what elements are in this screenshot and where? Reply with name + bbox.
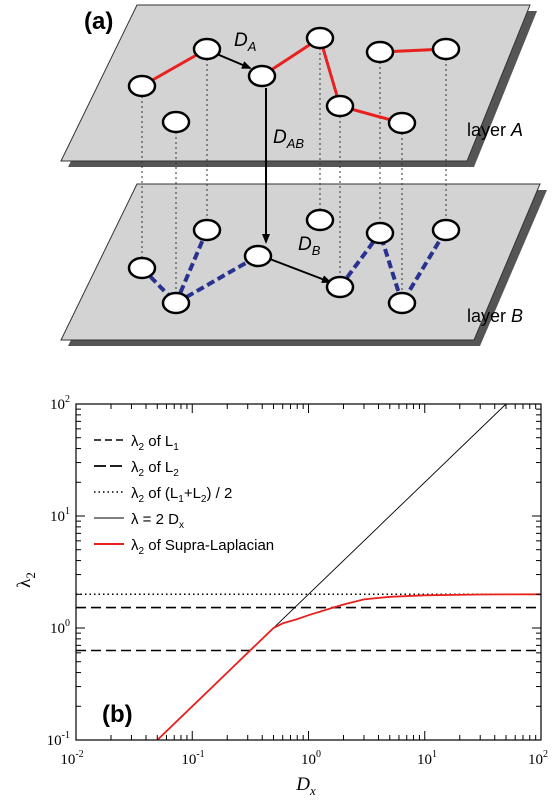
node — [161, 291, 191, 315]
legend-label-l2: λ2 of L2 — [131, 459, 179, 479]
y-tick-label: 10-1 — [47, 730, 70, 749]
panel-b-label: (b) — [102, 701, 133, 728]
arrow-db — [261, 255, 332, 283]
legend-label-supra: λ2 of Supra-Laplacian — [131, 537, 274, 557]
layer-b-edges-3 — [338, 228, 448, 308]
x-tick-label: 101 — [417, 749, 437, 768]
panel-a-label: (a) — [84, 8, 113, 35]
layer-b-label: layer B — [467, 306, 523, 326]
layer-a-nodes — [127, 26, 461, 135]
y-tick-label: 100 — [50, 618, 70, 637]
legend: λ2 of L1 λ2 of L2 λ2 of (L1+L2) / 2 λ = … — [94, 433, 274, 557]
y-tick-label: 101 — [50, 506, 70, 525]
arrow-db-label: DB — [298, 234, 321, 258]
panel-a: (a) DA DAB DB layer A layer B — [60, 4, 547, 346]
arrow-dab-label: DAB — [273, 127, 304, 151]
node — [127, 74, 157, 98]
node — [365, 40, 395, 64]
node — [325, 94, 355, 118]
node — [127, 256, 157, 280]
layer-a-label: layer A — [467, 120, 523, 140]
x-axis-label: Dx — [295, 774, 316, 798]
node — [192, 218, 222, 242]
node — [365, 221, 395, 245]
inter-layer-links — [141, 38, 447, 303]
plot-lines — [76, 404, 541, 740]
node — [192, 37, 222, 61]
layer-b-nodes — [127, 208, 461, 315]
panel-b: 10-1 100 101 102 10-2 10-1 100 101 102 λ… — [14, 394, 548, 798]
x-tick-label: 102 — [528, 749, 548, 768]
axis-ticks — [75, 403, 542, 741]
legend-label-line: λ = 2 Dx — [131, 511, 184, 531]
node — [247, 64, 277, 88]
node — [243, 244, 273, 268]
layer-a-edges-main — [261, 35, 403, 125]
node — [325, 275, 355, 299]
y-axis-label: λ2 — [14, 572, 38, 588]
x-tick-label: 100 — [301, 749, 321, 768]
plot-frame — [75, 403, 542, 741]
y-tick-label: 102 — [50, 394, 70, 413]
node — [305, 208, 335, 232]
series-line-4 — [156, 593, 541, 740]
layer-b-edges-2 — [175, 254, 259, 305]
node — [387, 111, 417, 135]
node — [431, 218, 461, 242]
series-line-3 — [156, 404, 507, 740]
node — [305, 26, 335, 50]
legend-label-l1: λ2 of L1 — [131, 433, 179, 453]
arrow-da-label: DA — [234, 30, 256, 54]
x-tick-label: 10-1 — [181, 749, 204, 768]
node — [161, 110, 191, 134]
node — [387, 291, 417, 315]
node — [431, 37, 461, 61]
legend-label-avg: λ2 of (L1+L2) / 2 — [131, 485, 232, 505]
x-tick-label: 10-2 — [60, 749, 83, 768]
